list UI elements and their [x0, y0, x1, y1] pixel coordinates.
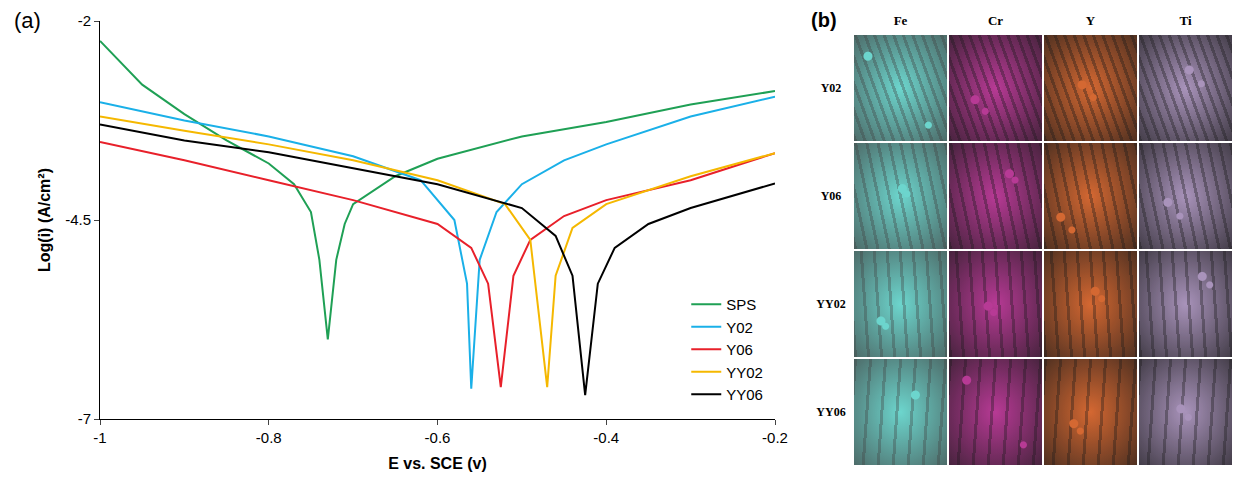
svg-text:-0.8: -0.8	[256, 429, 282, 446]
svg-text:YY06: YY06	[726, 386, 763, 403]
html-text:Y02: Y02	[820, 80, 842, 95]
svg-text:E vs. SCE (v): E vs. SCE (v)	[388, 455, 487, 472]
html-text:(a): (a)	[14, 8, 41, 33]
html-text:(b): (b)	[811, 9, 837, 31]
svg-text:Log(i) (A/cm²): Log(i) (A/cm²)	[36, 168, 53, 272]
svg-text:SPS: SPS	[726, 296, 756, 313]
svg-text:-4.5: -4.5	[65, 211, 91, 228]
svg-text:-7: -7	[78, 410, 91, 427]
svg-text:-2: -2	[78, 12, 91, 29]
svg-text:-1: -1	[93, 429, 106, 446]
svg-text:YY02: YY02	[726, 364, 763, 381]
html-text:Cr: Cr	[987, 12, 1004, 28]
html-text:Y06: Y06	[820, 188, 842, 203]
svg-text:Y06: Y06	[726, 341, 753, 358]
svg-text:Y02: Y02	[726, 319, 753, 336]
svg-text:-0.4: -0.4	[593, 429, 619, 446]
html-text:Fe: Fe	[893, 12, 908, 28]
svg-text:-0.2: -0.2	[762, 429, 788, 446]
html-text:YY02: YY02	[816, 296, 846, 311]
svg-text:-0.6: -0.6	[425, 429, 451, 446]
html-text:Ti: Ti	[1179, 12, 1192, 28]
html-text:YY06: YY06	[816, 404, 846, 419]
html-text:Y: Y	[1085, 12, 1096, 28]
